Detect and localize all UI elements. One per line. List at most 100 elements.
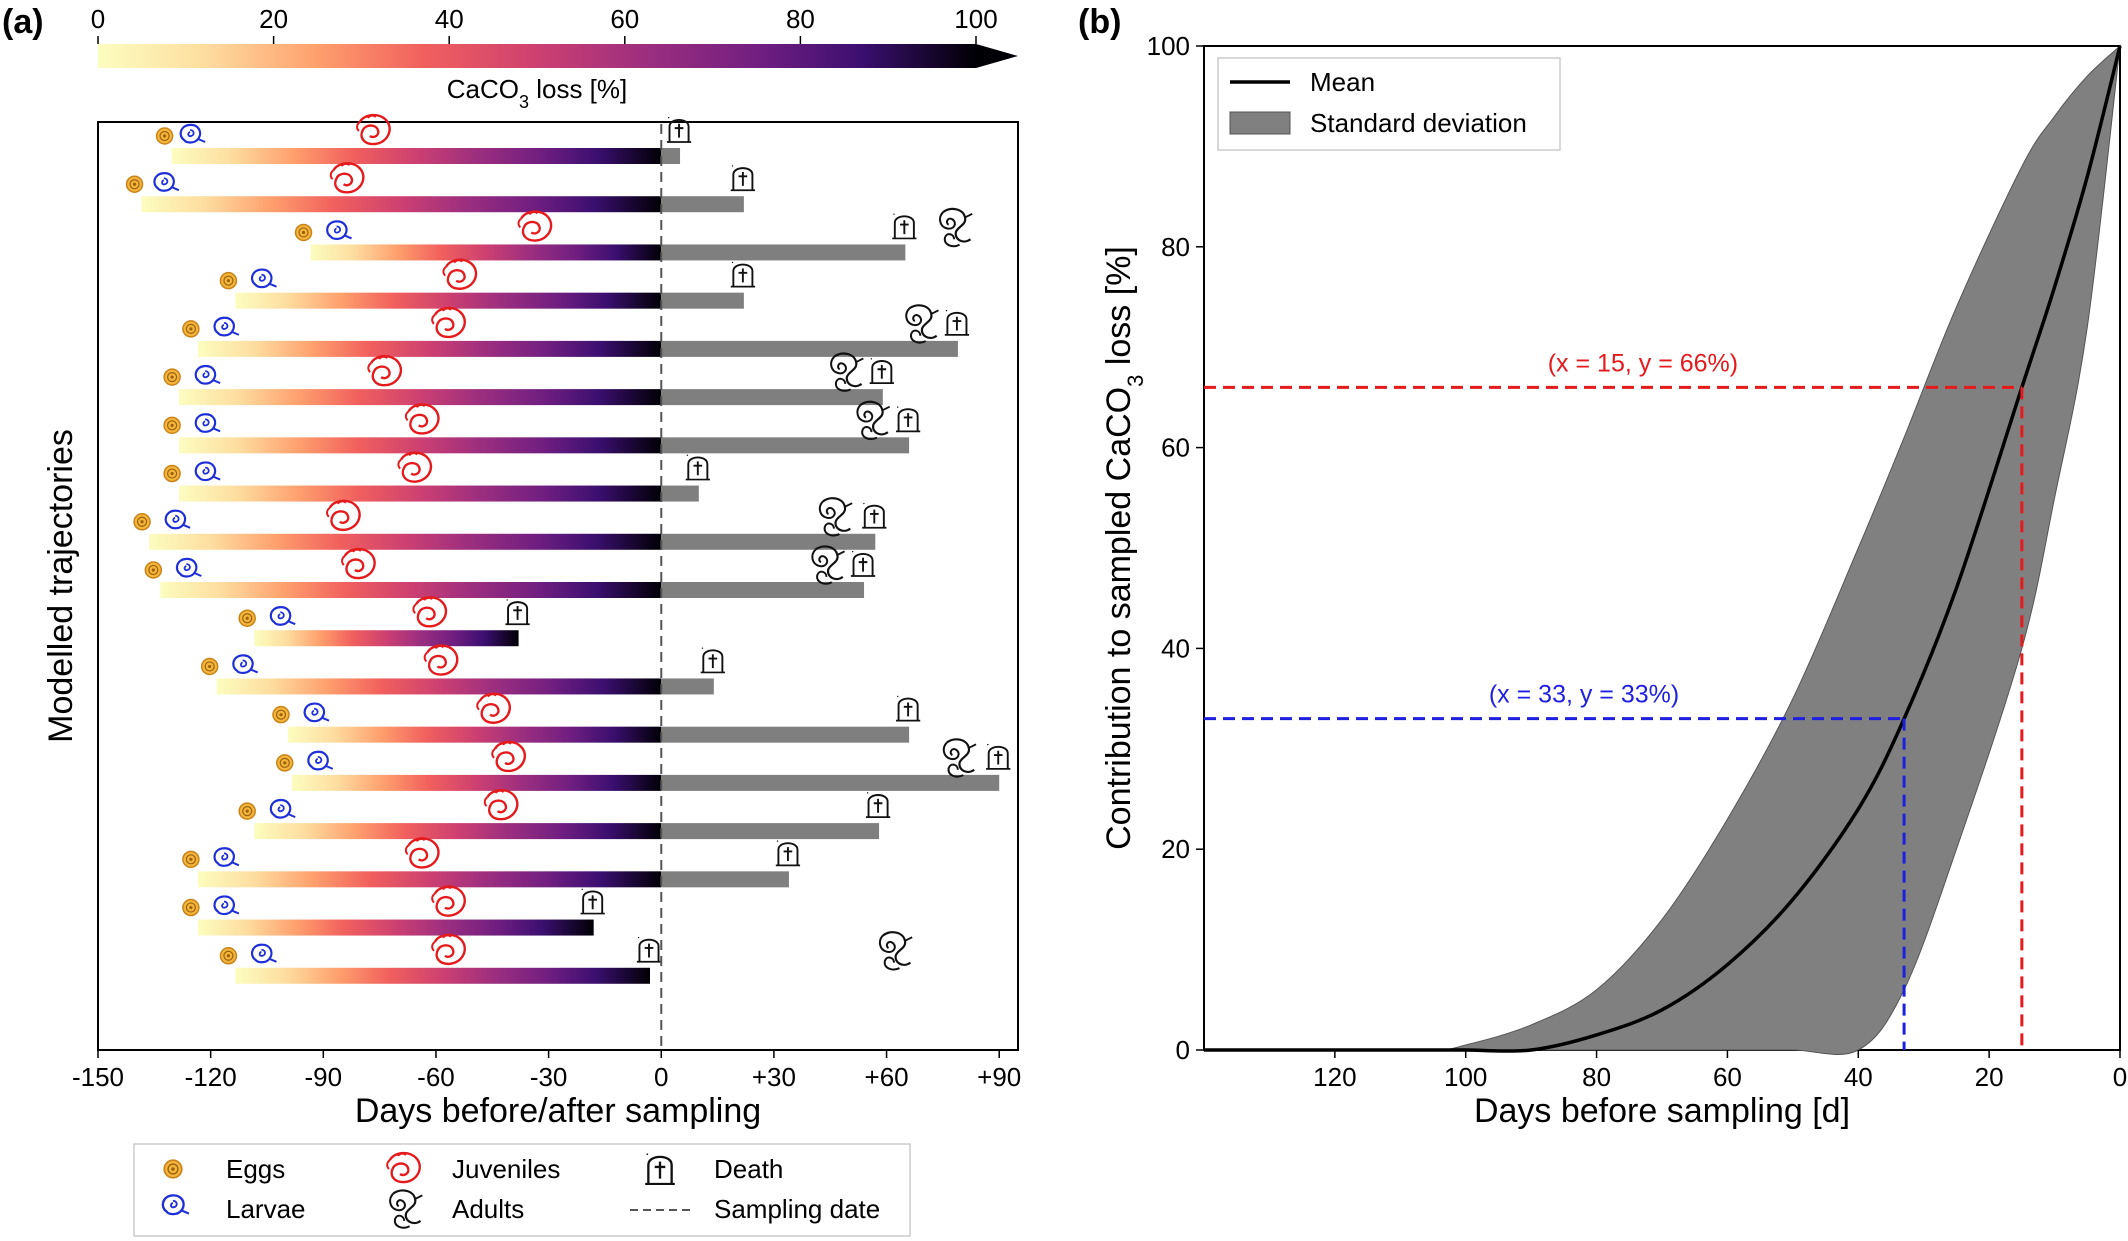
x-tick-label: +60 — [865, 1062, 909, 1092]
y-tick-label: 60 — [1161, 433, 1190, 463]
trajectory — [219, 931, 914, 984]
egg-icon — [125, 175, 144, 193]
panel-b-xlabel: Days before sampling [d] — [1474, 1092, 1850, 1130]
colorbar-tick-label: 80 — [786, 4, 815, 34]
x-tick-label: -120 — [185, 1062, 237, 1092]
x-tick-label: 80 — [1582, 1062, 1611, 1092]
trajectory-post-bar — [661, 389, 883, 406]
egg-icon — [294, 223, 313, 242]
colorbar: 0 20 40 60 80 100 CaCO3 loss [%] — [91, 4, 1018, 112]
std-legend-patch — [1229, 111, 1291, 135]
y-tick-label: 80 — [1161, 232, 1190, 262]
trajectory-post-bar — [661, 340, 958, 357]
egg-icon — [272, 705, 290, 724]
panel-b-label: (b) — [1078, 3, 1121, 41]
panel-b-legend-box — [1217, 57, 1561, 151]
x-tick-label: -30 — [530, 1062, 568, 1092]
trajectory-post-bar — [661, 871, 789, 888]
mean-line — [1204, 45, 2122, 1053]
trajectory-loss-bar — [141, 196, 662, 213]
trajectory-post-bar — [661, 582, 865, 598]
trajectory-post-bar — [661, 148, 681, 164]
panel-a-xlabel: Days before/after sampling — [355, 1092, 761, 1130]
trajectory-post-bar — [661, 437, 910, 454]
x-tick-label: +30 — [752, 1062, 796, 1092]
trajectory-post-bar — [661, 774, 1000, 791]
trajectory — [276, 738, 1012, 791]
egg-icon — [276, 754, 294, 772]
colorbar-tick-label: 60 — [610, 4, 639, 34]
colorbar-label: CaCO3 loss [%] — [447, 74, 628, 112]
panel-a-x-ticks: -150 -120 -90 -60 -30 0 +30 +60 +90 — [72, 1050, 1021, 1092]
egg-icon — [200, 657, 219, 676]
trajectory-post-bar — [661, 485, 699, 502]
trajectory — [182, 837, 801, 888]
legend-mean: Mean — [1310, 67, 1375, 97]
trajectories — [125, 113, 1012, 984]
x-tick-label: 20 — [1975, 1062, 2004, 1092]
trajectory — [200, 644, 726, 695]
colorbar-tick-label: 0 — [91, 4, 105, 34]
trajectory — [182, 885, 606, 936]
trajectory — [238, 596, 531, 647]
trajectory — [219, 258, 756, 309]
trajectory-post-bar — [661, 292, 744, 309]
panel-b-legend: Mean Standard deviation — [1217, 57, 1561, 151]
colorbar-gradient — [98, 44, 976, 68]
legend-sampling-date: Sampling date — [714, 1194, 880, 1224]
trajectory-loss-bar — [179, 485, 662, 502]
panel-b-x-ticks: 120 100 80 60 40 20 0 — [1313, 1050, 2127, 1092]
reference-annotation: (x = 15, y = 66%) — [1548, 349, 1738, 377]
egg-icon — [182, 320, 200, 338]
panel-a-legend: Eggs Larvae Juveniles Adults Death Sampl… — [133, 1143, 911, 1237]
trajectory-loss-bar — [235, 292, 662, 309]
trajectory — [155, 113, 693, 164]
std-band — [1204, 44, 2121, 1055]
trajectory-loss-bar — [171, 148, 662, 164]
trajectory — [272, 692, 922, 743]
colorbar-extend-arrow — [976, 44, 1018, 68]
x-tick-label: 120 — [1313, 1062, 1356, 1092]
egg-icon — [238, 802, 256, 820]
panel-b-ylabel: Contribution to sampled CaCO3 loss [%] — [1100, 246, 1148, 850]
legend-larvae: Larvae — [226, 1194, 306, 1224]
panel-a-ylabel: Modelled trajectories — [42, 429, 80, 743]
x-tick-label: 0 — [654, 1062, 668, 1092]
x-tick-label: 60 — [1713, 1062, 1742, 1092]
x-tick-label: +90 — [977, 1062, 1021, 1092]
colorbar-tick-label: 20 — [259, 4, 288, 34]
x-tick-label: -150 — [72, 1062, 124, 1092]
egg-icon — [144, 561, 163, 579]
trajectory — [238, 788, 892, 840]
trajectory-post-bar — [661, 726, 910, 743]
egg-icon — [163, 464, 181, 483]
trajectory-loss-bar — [216, 678, 662, 695]
egg-icon — [219, 947, 238, 965]
egg-icon — [238, 609, 256, 627]
egg-icon — [163, 416, 181, 435]
trajectory — [182, 304, 970, 357]
x-tick-label: -90 — [305, 1062, 343, 1092]
colorbar-ticks: 0 20 40 60 80 100 — [91, 4, 998, 44]
panel-b-y-ticks: 0 20 40 60 80 100 — [1147, 31, 1204, 1065]
trajectory-loss-bar — [197, 871, 662, 888]
panel-a-label: (a) — [2, 3, 44, 41]
egg-icon — [182, 898, 200, 917]
y-tick-label: 40 — [1161, 633, 1190, 663]
trajectory-loss-bar — [310, 244, 662, 261]
trajectory — [163, 400, 922, 454]
trajectory-loss-bar — [197, 340, 662, 357]
trajectory — [163, 352, 895, 406]
egg-icon — [155, 127, 174, 145]
panel-a-legend-box — [133, 1143, 911, 1237]
x-tick-label: 40 — [1844, 1062, 1873, 1092]
y-tick-label: 20 — [1161, 834, 1190, 864]
legend-juveniles: Juveniles — [452, 1154, 560, 1184]
trajectory-loss-bar — [254, 823, 662, 840]
egg-icon — [163, 368, 181, 386]
trajectory — [294, 207, 974, 261]
egg-icon — [182, 850, 200, 869]
trajectory-post-bar — [661, 196, 744, 213]
trajectory — [144, 545, 877, 598]
